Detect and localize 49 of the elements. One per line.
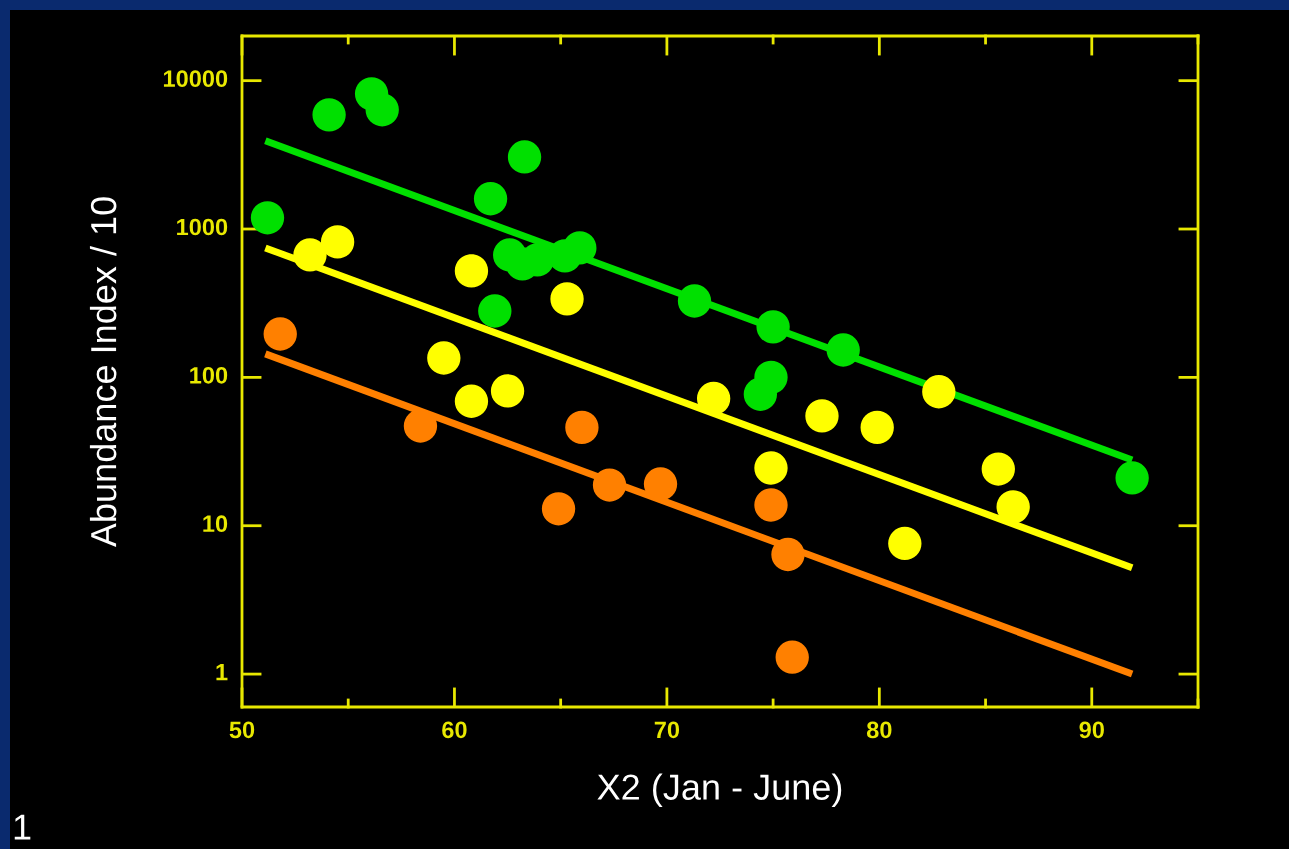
point xyxy=(250,201,285,235)
x-tick-label: 50 xyxy=(229,721,255,739)
point xyxy=(592,468,627,502)
point xyxy=(454,384,489,418)
point xyxy=(981,452,1015,486)
x-axis-title: X2 (Jan - June) xyxy=(597,773,842,808)
x-tick-label: 60 xyxy=(442,721,467,739)
point xyxy=(756,310,790,344)
text: 1 xyxy=(14,814,31,840)
x-tick-label: 80 xyxy=(866,721,892,739)
point xyxy=(754,488,788,522)
point xyxy=(565,410,599,445)
y-axis-title: Abundance Index / 10 xyxy=(89,197,117,548)
point xyxy=(1115,461,1149,495)
point xyxy=(293,238,327,272)
point xyxy=(541,492,576,526)
point xyxy=(996,490,1030,524)
point xyxy=(643,467,678,501)
point xyxy=(743,377,778,411)
x-tick-label: 90 xyxy=(1079,721,1104,739)
point xyxy=(771,537,805,572)
point xyxy=(427,341,461,375)
point xyxy=(677,284,712,318)
point xyxy=(403,409,438,443)
y-tick-label: 1 xyxy=(216,663,228,681)
point xyxy=(805,399,839,433)
point xyxy=(454,254,489,288)
point xyxy=(550,282,584,316)
y-tick-label: 100 xyxy=(190,366,228,384)
point xyxy=(922,375,956,409)
y-tick-label: 1000 xyxy=(177,218,228,236)
point xyxy=(563,231,597,265)
point xyxy=(507,140,542,174)
point xyxy=(754,451,788,485)
point xyxy=(490,374,525,408)
point xyxy=(365,93,399,127)
x-tick-label: 70 xyxy=(654,721,680,739)
point xyxy=(320,225,355,259)
point xyxy=(826,333,860,367)
point xyxy=(312,98,346,132)
y-tick-label: 10000 xyxy=(163,70,228,87)
y-tick-label: 10 xyxy=(203,515,228,533)
point xyxy=(888,526,922,561)
point xyxy=(860,410,894,445)
point xyxy=(263,317,297,351)
point xyxy=(473,182,508,216)
point xyxy=(775,640,809,674)
point xyxy=(478,294,512,328)
point xyxy=(696,381,731,416)
